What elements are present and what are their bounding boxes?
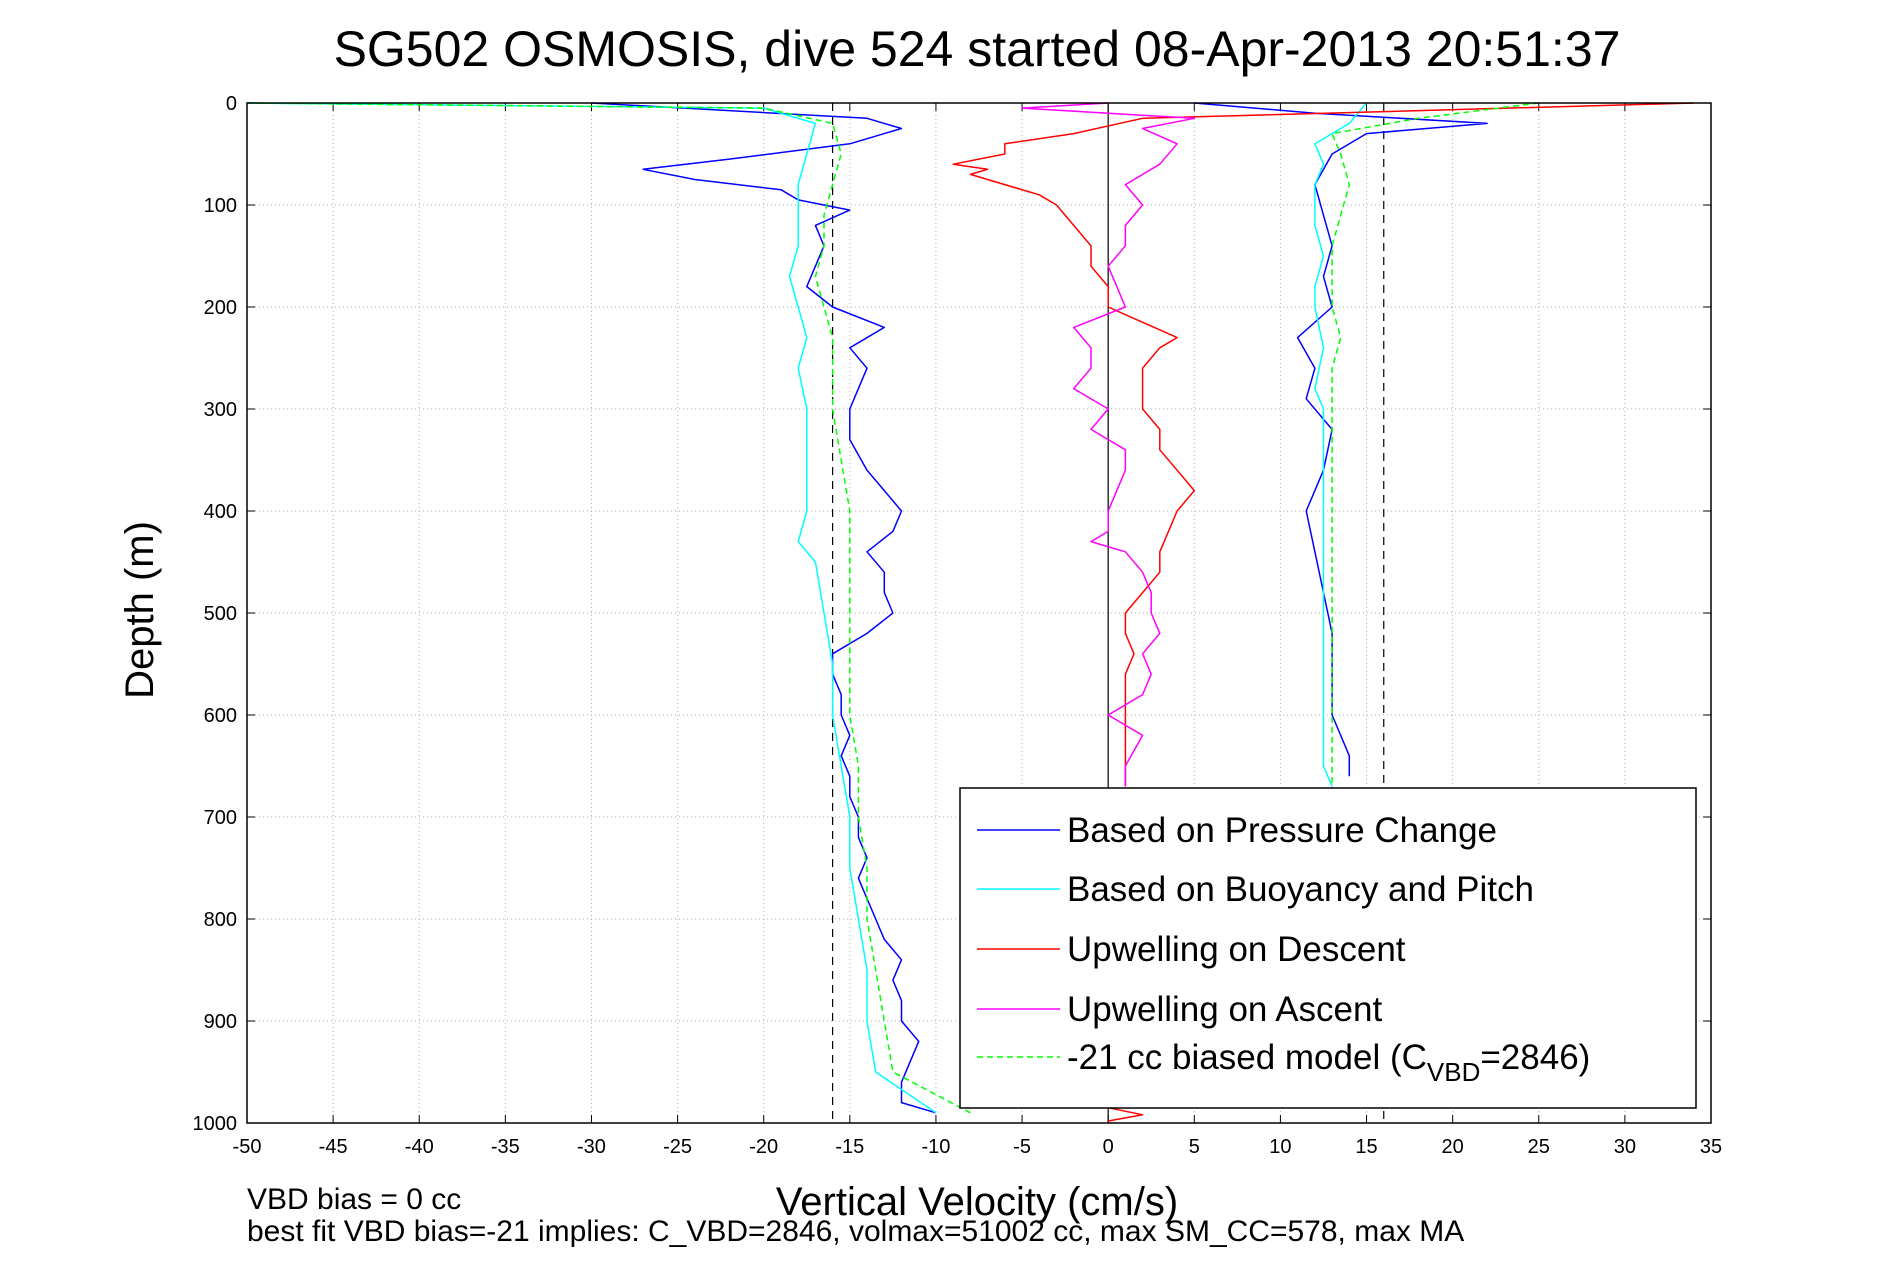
y-tick-label: 900 [204,1011,237,1033]
x-tick-label: 20 [1442,1136,1464,1158]
y-tick-label: 400 [204,501,237,523]
x-tick-label: 30 [1614,1136,1636,1158]
legend-label: -21 cc biased model (CVBD=2846) [1067,1038,1590,1087]
series-line [1021,102,1196,787]
x-tick-label: 0 [1103,1136,1114,1158]
chart-title: SG502 OSMOSIS, dive 524 started 08-Apr-2… [334,21,1621,77]
series-4 [246,102,1539,1114]
y-tick-label: 800 [204,909,237,931]
series-group [246,102,1694,1122]
series-line [1331,102,1539,817]
series-2 [952,102,1694,1122]
x-tick-labels: -50 -45 -40 -35 -30 -25 -20 -15 -10 -5 0 5 10 15 20 25 3… [233,1136,1723,1158]
series-line [1108,1106,1144,1122]
x-tick-label: -25 [663,1136,692,1158]
x-tick-label: 35 [1700,1136,1722,1158]
y-tick-label: 700 [204,807,237,829]
x-tick-label: 15 [1355,1136,1377,1158]
y-tick-label: 0 [226,93,237,115]
x-tick-label: -30 [577,1136,606,1158]
series-1 [246,102,1368,1114]
x-tick-label: -40 [405,1136,434,1158]
y-tick-label: 200 [204,297,237,319]
y-tick-label: 600 [204,705,237,727]
legend: Based on Pressure Change Based on Buoyanc… [959,787,1697,1109]
vbd-bias-note: VBD bias = 0 cc [247,1183,461,1216]
x-tick-label: -20 [749,1136,778,1158]
x-tick-label: 25 [1528,1136,1550,1158]
legend-label: Upwelling on Ascent [1067,990,1382,1029]
series-3 [1021,102,1196,787]
legend-label: Based on Buoyancy and Pitch [1067,870,1534,909]
plot-frame [246,102,1712,1124]
series-line [1194,102,1488,777]
legend-label: Upwelling on Descent [1067,930,1406,969]
best-fit-note: best fit VBD bias=-21 implies: C_VBD=284… [247,1215,1464,1248]
series-line [1314,102,1368,787]
legend-label: Based on Pressure Change [1067,811,1497,850]
y-tick-label: 300 [204,399,237,421]
series-line [246,102,937,1114]
y-axis-label: Depth (m) [118,521,162,699]
x-tick-label: -50 [233,1136,262,1158]
x-tick-label: -45 [319,1136,348,1158]
y-tick-labels: 0 100 200 300 400 500 600 700 800 900 1000 [193,93,238,1135]
series-line [591,102,937,1114]
series-line [952,102,1694,787]
x-axis-label: Vertical Velocity (cm/s) [776,1180,1178,1224]
x-tick-label: 5 [1189,1136,1200,1158]
y-tick-label: 1000 [193,1113,238,1135]
y-tick-label: 500 [204,603,237,625]
series-line [246,102,971,1114]
x-tick-label: -15 [835,1136,864,1158]
legend-box [959,787,1697,1109]
x-tick-label: -35 [491,1136,520,1158]
x-tick-label: 10 [1269,1136,1291,1158]
y-tick-label: 100 [204,195,237,217]
x-tick-label: -5 [1013,1136,1031,1158]
x-tick-label: -10 [921,1136,950,1158]
